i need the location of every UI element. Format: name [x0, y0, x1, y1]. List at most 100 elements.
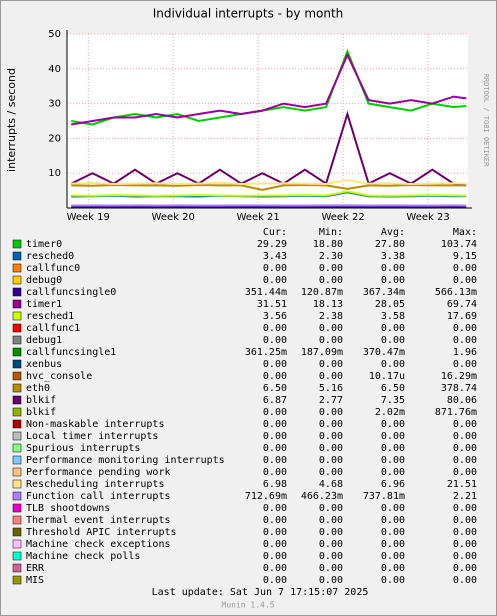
legend-value: 0.00	[263, 575, 287, 586]
legend-value: 17.69	[447, 311, 477, 322]
legend-value: 0.00	[319, 575, 343, 586]
chart-title: Individual interrupts - by month	[153, 7, 344, 21]
legend-label: Spurious interrupts	[26, 443, 140, 454]
legend-swatch	[12, 491, 22, 501]
legend-column-header: Max:	[453, 227, 477, 238]
legend-value: 351.44m	[245, 287, 287, 298]
legend-value: 0.00	[453, 323, 477, 334]
legend-label: timer0	[26, 239, 62, 250]
legend-value: 18.13	[313, 299, 343, 310]
legend-label: Rescheduling interrupts	[26, 479, 164, 490]
legend-value: 0.00	[319, 551, 343, 562]
y-tick-label: 50	[48, 29, 61, 40]
legend-value: 0.00	[381, 275, 405, 286]
legend-value: 0.00	[381, 539, 405, 550]
legend-swatch	[12, 431, 22, 441]
legend-value: 16.29m	[441, 371, 477, 382]
legend-value: 0.00	[381, 335, 405, 346]
legend-value: 737.81m	[363, 491, 405, 502]
legend-value: 466.23m	[301, 491, 343, 502]
legend-value: 0.00	[453, 575, 477, 586]
legend-swatch	[12, 251, 22, 261]
legend-label: eth0	[26, 383, 50, 394]
legend-value: 0.00	[381, 431, 405, 442]
legend-value: 0.00	[319, 527, 343, 538]
legend-value: 0.00	[319, 335, 343, 346]
side-label: RRDTOOL / TOBI OETIKER	[482, 74, 490, 168]
legend-swatch	[12, 371, 22, 381]
legend-value: 0.00	[381, 527, 405, 538]
y-axis-label: interrupts / second	[5, 68, 18, 172]
legend-value: 0.00	[453, 359, 477, 370]
legend-value: 0.00	[263, 467, 287, 478]
series-line	[70, 110, 467, 186]
legend-swatch	[12, 515, 22, 525]
legend-value: 0.00	[453, 455, 477, 466]
series-line	[71, 48, 467, 126]
legend-label: hvc_console	[26, 371, 92, 382]
legend-value: 0.00	[381, 503, 405, 514]
legend-value: 0.00	[453, 263, 477, 274]
legend-value: 0.00	[453, 563, 477, 574]
legend-value: 3.58	[381, 311, 405, 322]
legend-value: 0.00	[263, 551, 287, 562]
x-tick-label: Week 23	[406, 212, 449, 223]
series-line	[71, 52, 467, 126]
x-tick-label: Week 22	[321, 212, 364, 223]
legend-swatch	[12, 239, 22, 249]
legend-value: 3.56	[263, 311, 287, 322]
legend-value: 103.74	[441, 239, 477, 250]
legend-value: 0.00	[263, 527, 287, 538]
legend-value: 21.51	[447, 479, 477, 490]
legend-value: 0.00	[263, 263, 287, 274]
legend-label: Threshold APIC interrupts	[26, 527, 177, 538]
legend-swatch	[12, 443, 22, 453]
legend-value: 6.98	[263, 479, 287, 490]
legend-value: 0.00	[381, 419, 405, 430]
y-tick-label: 30	[48, 99, 61, 110]
legend-label: ERR	[26, 563, 45, 574]
legend-value: 0.00	[319, 371, 343, 382]
footer: Munin 1.4.5	[222, 601, 275, 610]
legend-value: 0.00	[319, 515, 343, 526]
legend-value: 0.00	[453, 527, 477, 538]
legend-value: 3.38	[381, 251, 405, 262]
legend-value: 871.76m	[435, 407, 477, 418]
legend-swatch	[12, 527, 22, 537]
legend-swatch	[12, 275, 22, 285]
series-line	[71, 183, 467, 191]
legend-value: 0.00	[453, 443, 477, 454]
legend-swatch	[12, 467, 22, 477]
legend-value: 0.00	[453, 467, 477, 478]
legend-value: 2.77	[319, 395, 343, 406]
legend-value: 0.00	[381, 515, 405, 526]
legend-label: Non-maskable interrupts	[26, 419, 164, 430]
legend-value: 80.06	[447, 395, 477, 406]
legend-label: callfunc1	[26, 323, 80, 334]
legend-value: 0.00	[453, 551, 477, 562]
legend-swatch	[12, 539, 22, 549]
legend-value: 0.00	[453, 419, 477, 430]
legend-value: 0.00	[263, 323, 287, 334]
legend-label: debug0	[26, 275, 62, 286]
legend-swatch	[12, 395, 22, 405]
legend-value: 7.35	[381, 395, 405, 406]
legend-label: blkif	[26, 407, 56, 418]
legend-value: 0.00	[263, 539, 287, 550]
y-tick-label: 40	[48, 64, 61, 75]
legend-value: 0.00	[263, 335, 287, 346]
legend-label: Thermal event interrupts	[26, 515, 171, 526]
legend-value: 0.00	[263, 515, 287, 526]
legend-label: resched0	[26, 251, 74, 262]
legend-value: 0.00	[381, 575, 405, 586]
legend-value: 712.69m	[245, 491, 287, 502]
legend-value: 6.50	[381, 383, 405, 394]
legend-value: 0.00	[381, 359, 405, 370]
legend-swatch	[12, 347, 22, 357]
legend-value: 367.34m	[363, 287, 405, 298]
legend-value: 0.00	[319, 323, 343, 334]
legend-value: 0.00	[263, 275, 287, 286]
legend-value: 566.13m	[435, 287, 477, 298]
legend-value: 0.00	[319, 431, 343, 442]
legend-label: callfunc0	[26, 263, 80, 274]
